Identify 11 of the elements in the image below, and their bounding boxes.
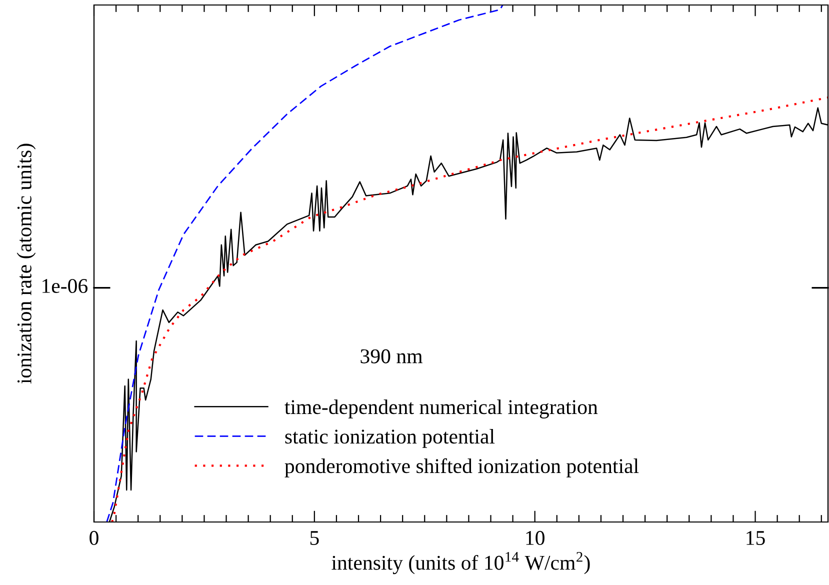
text: 1e-06 <box>42 278 88 294</box>
legend-label: static ionization potential <box>285 428 495 448</box>
annotation: 390 nm <box>360 349 422 364</box>
x-axis-title: intensity (units of 10$^{14}$ W/cm$^{2}$) <box>332 552 590 574</box>
x-tick-label: 10 <box>526 530 544 545</box>
x-tick-label: 15 <box>746 531 765 545</box>
x-tick-label: 0 <box>90 530 98 545</box>
x-tick-label: 5 <box>310 531 319 545</box>
legend-label: ponderomotive shifted ionization potential <box>284 458 639 478</box>
legend-label: time-dependent numerical integration <box>284 399 598 418</box>
y-axis-title: ionization rate (atomic units) <box>16 144 36 384</box>
